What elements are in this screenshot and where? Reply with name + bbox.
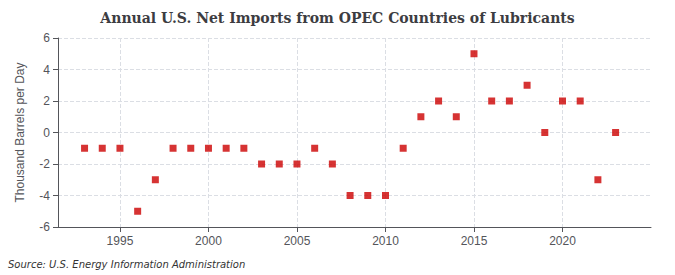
- svg-text:2010: 2010: [372, 234, 399, 248]
- svg-text:-6: -6: [39, 220, 50, 234]
- svg-text:2005: 2005: [284, 234, 311, 248]
- svg-text:2015: 2015: [461, 234, 488, 248]
- svg-text:Annual U.S. Net Imports from O: Annual U.S. Net Imports from OPEC Countr…: [99, 10, 574, 26]
- svg-text:2020: 2020: [549, 234, 576, 248]
- svg-text:1995: 1995: [107, 234, 134, 248]
- svg-text:2000: 2000: [195, 234, 222, 248]
- svg-text:2: 2: [43, 94, 50, 108]
- svg-text:-4: -4: [39, 189, 50, 203]
- svg-text:6: 6: [43, 31, 50, 45]
- svg-text:Thousand Barrels per Day: Thousand Barrels per Day: [13, 62, 27, 202]
- svg-text:Source: U.S. Energy Informatio: Source: U.S. Energy Information Administ…: [8, 259, 245, 270]
- svg-text:0: 0: [43, 126, 50, 140]
- svg-text:-2: -2: [39, 157, 50, 171]
- svg-text:4: 4: [43, 63, 50, 77]
